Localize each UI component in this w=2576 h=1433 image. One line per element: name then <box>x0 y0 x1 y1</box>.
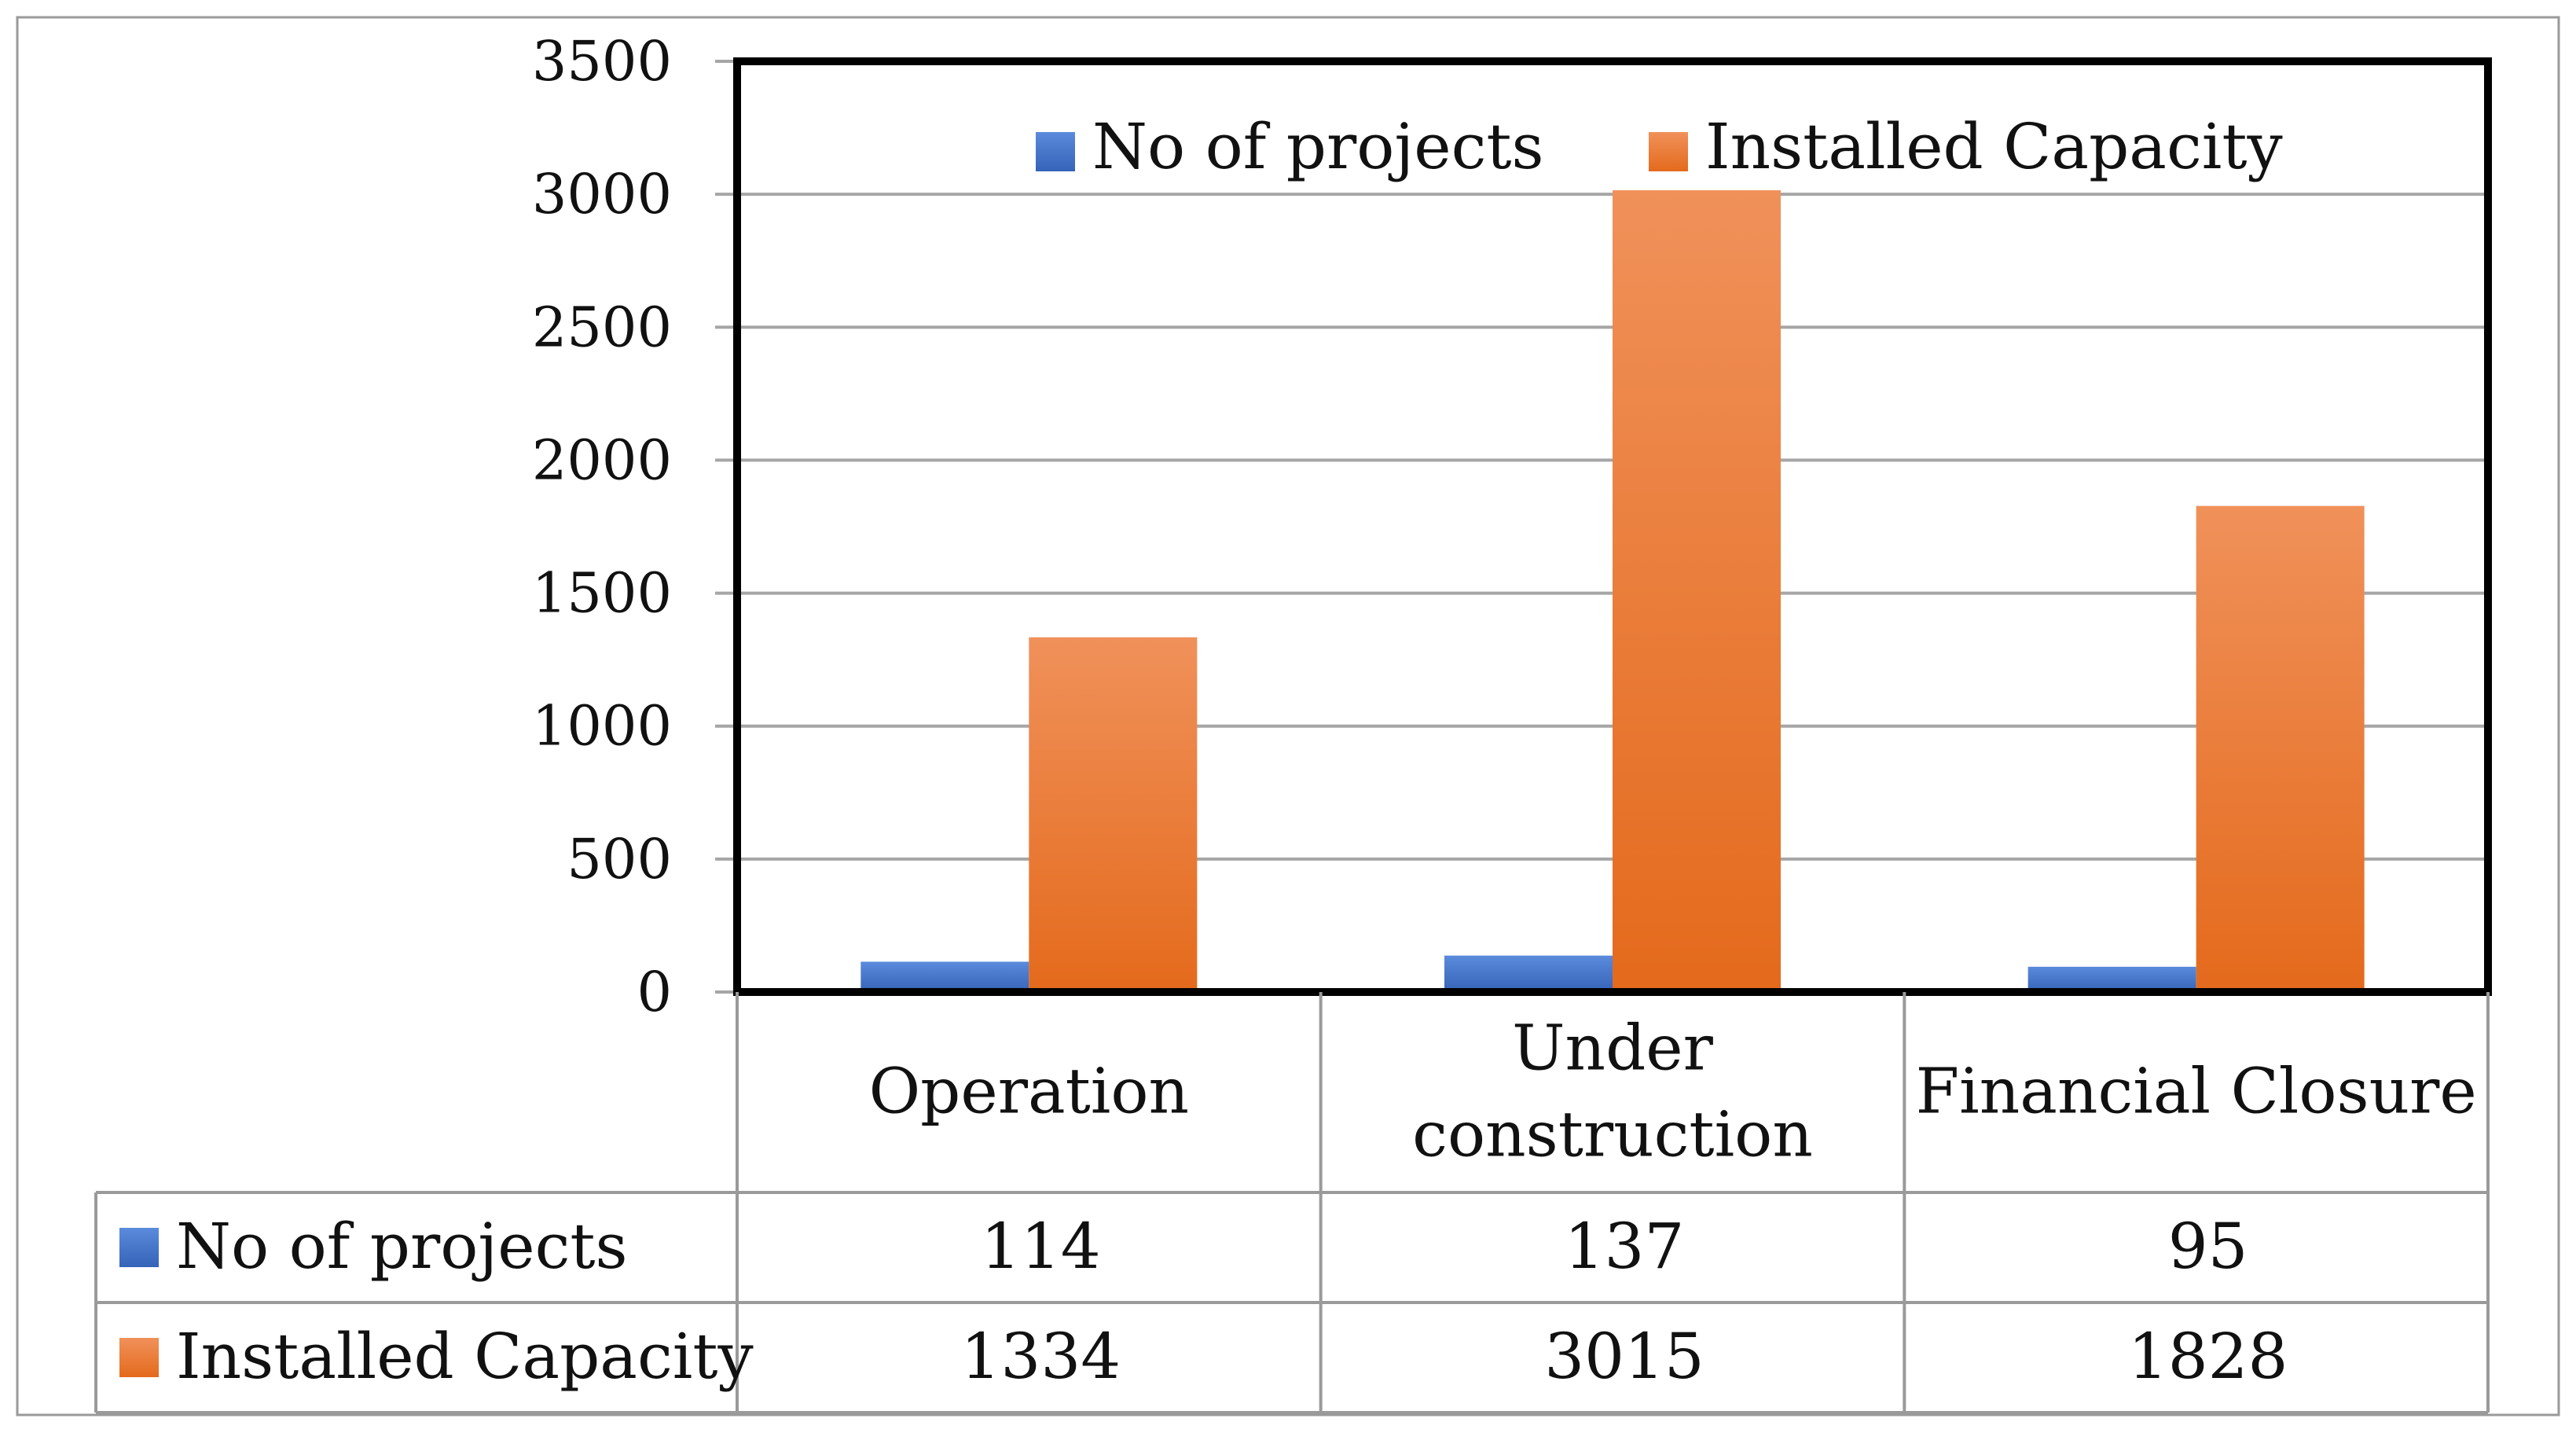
y-tick-label: 500 <box>567 827 672 891</box>
y-axis: 0 500 1000 1500 2000 2500 3000 3500 <box>532 29 672 1024</box>
bar-no-of-projects-0 <box>861 961 1029 992</box>
category-label: Financial Closure <box>1916 1055 2477 1128</box>
y-tick-label: 3500 <box>532 29 672 94</box>
y-tick-label: 1000 <box>532 694 672 759</box>
table-row-label: Installed Capacity <box>176 1320 754 1393</box>
category-label: Operation <box>869 1055 1190 1128</box>
table-cell-value: 1828 <box>2128 1320 2288 1393</box>
table-row-swatch-0 <box>119 1228 159 1267</box>
legend-label-0: No of projects <box>1092 110 1544 183</box>
y-tick-label: 1500 <box>532 561 672 626</box>
legend-swatch-1 <box>1649 132 1688 171</box>
table-cell-value: 1334 <box>961 1320 1121 1393</box>
bar-no-of-projects-2 <box>2027 966 2196 992</box>
category-label: construction <box>1412 1098 1813 1171</box>
chart-outer-border <box>16 16 2560 1416</box>
y-tick-label: 3000 <box>532 162 672 226</box>
table-row-label: No of projects <box>176 1210 628 1283</box>
legend-swatch-0 <box>1036 132 1075 171</box>
table-row-swatch-1 <box>119 1338 159 1377</box>
legend: No of projects Installed Capacity <box>1036 110 2283 183</box>
table-cell-value: 3015 <box>1544 1320 1704 1393</box>
legend-label-1: Installed Capacity <box>1705 110 2283 183</box>
table-cell-value: 137 <box>1565 1210 1685 1283</box>
y-tick-label: 0 <box>637 960 672 1024</box>
table-cell-value: 95 <box>2168 1210 2248 1283</box>
table-cell-value: 114 <box>981 1210 1101 1283</box>
bars <box>861 190 2365 992</box>
data-table: Operation Under construction Financial Clos… <box>94 992 2490 1414</box>
bar-installed-capacity-1 <box>1613 190 1781 992</box>
y-tick-label: 2000 <box>532 428 672 492</box>
bar-installed-capacity-2 <box>2196 505 2365 992</box>
bar-no-of-projects-1 <box>1444 955 1613 992</box>
plot-area-border <box>733 57 2492 996</box>
y-tick-label: 2500 <box>532 295 672 359</box>
category-label: Under <box>1512 1012 1714 1085</box>
bar-installed-capacity-0 <box>1029 637 1198 992</box>
gridlines <box>715 60 2488 994</box>
